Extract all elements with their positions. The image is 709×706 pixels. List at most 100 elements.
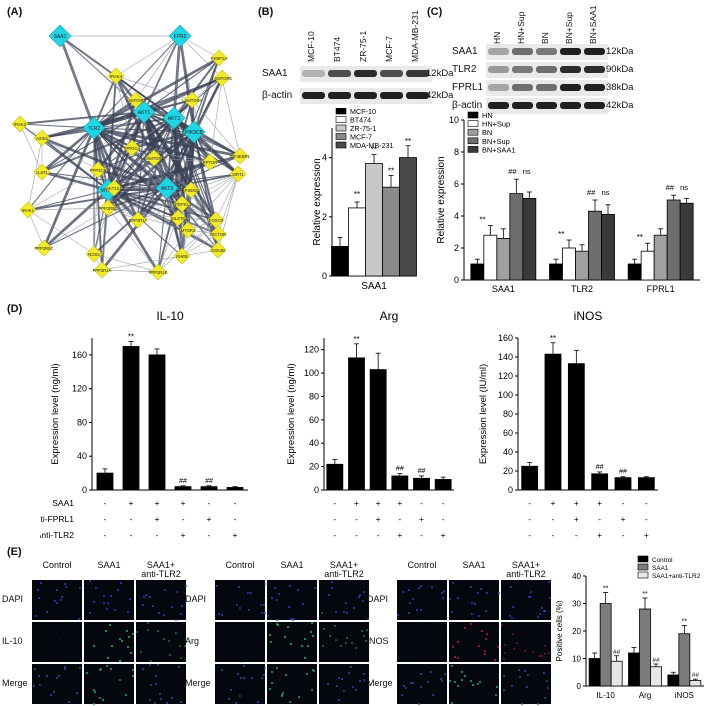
bar [200,486,218,491]
cell-dot [335,611,337,613]
network-edge [41,117,175,173]
treatment-sign: - [575,530,578,540]
bar [96,472,114,491]
cell-dot [327,683,329,685]
chart-title: IL-10 [156,309,184,323]
cell-dot [418,703,420,705]
cell-dot [484,653,486,655]
cell-dot [50,642,52,644]
treatment-sign: - [333,514,336,524]
treatment-sign: - [130,514,133,524]
cell-dot [64,668,66,670]
cell-dot [480,588,482,590]
network-node-label: TLR2 [88,126,100,132]
network-edge [181,173,239,205]
legend-label: ZR-75-1 [350,124,376,133]
y-tick-label: 20 [309,462,319,472]
network-edge [97,168,168,190]
chart-positive-cells: 0 10 20 30 40 Positive cells (%) IL-10 Arg iNOS C… [555,555,704,700]
panel-label-a: (A) [7,6,23,18]
cell-dot [297,589,299,591]
network-node-label: PIK3CB [185,130,203,136]
network-node [19,201,37,219]
micrograph-row-label: Merge [185,678,211,688]
bar [326,463,344,491]
network-node-label: FPR2 [174,34,187,40]
network-edge [107,75,117,191]
network-node-label: FOXO3 [209,218,224,223]
cell-dot [264,583,266,585]
cell-dot [314,587,316,589]
bar [627,263,642,281]
cell-dot [474,603,476,605]
micrograph-column-label: anti-TLR2 [324,569,364,579]
treatment-sign: - [355,514,358,524]
network-edge [209,77,223,163]
cell-dot [417,622,419,624]
micrograph-image [215,580,266,620]
cell-dot [527,674,529,676]
blot-band [488,66,509,73]
cell-dot [368,684,370,686]
cell-dot [64,666,66,668]
network-edge [107,207,189,231]
treatment-sign: - [528,498,531,508]
micrograph-column-label: anti-TLR2 [506,569,546,579]
cell-dot [241,661,243,663]
cell-dot [477,592,479,594]
network-edge [166,155,241,189]
blot-band [560,66,581,73]
y-tick-label: 40 [503,447,513,457]
cell-dot [176,591,178,593]
cell-dot [185,585,187,587]
cell-dot [128,636,130,638]
blot-band [584,84,605,91]
bar [614,477,632,491]
cell-dot [68,701,70,703]
cell-dot [513,648,515,650]
cell-dot [304,638,306,640]
network-node-label: PPP2R2A [93,268,112,273]
network-edge [181,233,219,257]
network-node-label: LAMTOR1 [144,156,164,161]
micrograph-row-label: DAPI [2,594,24,604]
y-tick-label: 6 [454,179,459,189]
cell-dot [236,646,238,648]
y-tick-label: 10 [449,115,459,125]
network-edge [173,117,241,157]
cell-dot [269,688,271,690]
cell-dot [544,697,546,699]
treatment-sign: + [597,498,602,508]
network-edge [157,219,217,273]
cell-dot [107,602,109,604]
blot-size-label: 42kDa [426,90,454,101]
cell-dot [405,687,407,689]
micrograph-image [84,622,134,662]
micrograph-column-label: Control [42,560,72,570]
micrograph-image [136,580,187,621]
network-edge [107,188,219,252]
cell-dot [547,687,549,689]
significance-mark: ** [642,591,648,598]
cell-dot [243,677,245,679]
treatment-sign: - [104,530,107,540]
cell-dot [50,694,52,696]
cell-dot [503,689,505,691]
cell-dot [228,698,230,700]
blot-band [584,66,605,73]
blot-band [302,92,325,99]
treatment-sign: - [442,498,445,508]
blot-band [380,70,403,77]
cell-dot [470,623,472,625]
cell-dot [228,650,230,652]
cell-dot [149,664,151,666]
cell-dot [54,600,56,602]
cell-dot [129,598,131,600]
cell-dot [107,657,109,659]
blot-lane-label: MCF-7 [384,36,394,62]
cell-dot [496,686,498,688]
cell-dot [504,644,506,646]
cell-dot [216,585,218,587]
treatment-row-label: Anti-FPRL1 [40,514,74,524]
treatment-sign: - [182,514,185,524]
